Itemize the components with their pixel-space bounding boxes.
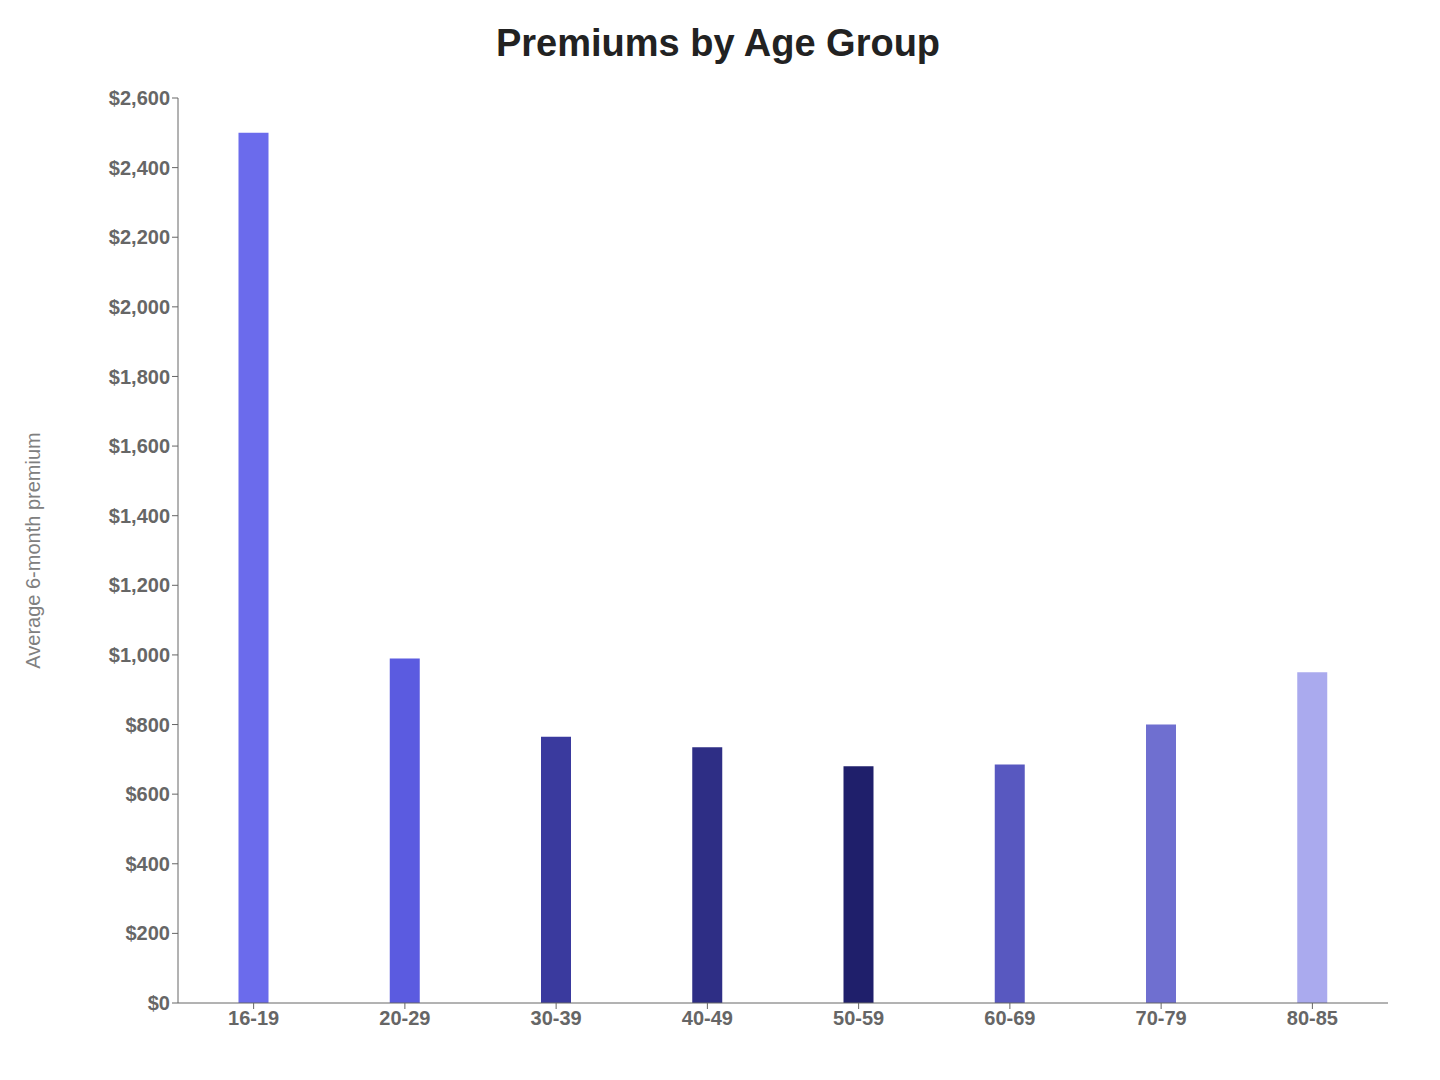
svg-text:$1,600: $1,600	[109, 435, 170, 457]
svg-text:50-59: 50-59	[833, 1007, 884, 1029]
svg-text:$800: $800	[126, 714, 171, 736]
svg-text:$1,000: $1,000	[109, 644, 170, 666]
svg-text:60-69: 60-69	[984, 1007, 1035, 1029]
svg-text:$200: $200	[126, 922, 171, 944]
svg-text:30-39: 30-39	[531, 1007, 582, 1029]
svg-text:$1,400: $1,400	[109, 505, 170, 527]
svg-text:$1,200: $1,200	[109, 574, 170, 596]
svg-text:$2,200: $2,200	[109, 226, 170, 248]
svg-text:$2,000: $2,000	[109, 296, 170, 318]
svg-text:$1,800: $1,800	[109, 366, 170, 388]
svg-text:16-19: 16-19	[228, 1007, 279, 1029]
svg-text:$0: $0	[148, 992, 170, 1014]
svg-text:70-79: 70-79	[1136, 1007, 1187, 1029]
svg-text:$2,600: $2,600	[109, 87, 170, 109]
svg-text:$400: $400	[126, 853, 171, 875]
svg-text:80-85: 80-85	[1287, 1007, 1338, 1029]
svg-text:40-49: 40-49	[682, 1007, 733, 1029]
svg-text:20-29: 20-29	[379, 1007, 430, 1029]
html-text:Premiums by Age Group: Premiums by Age Group	[495, 22, 941, 64]
svg-text:$2,400: $2,400	[109, 157, 170, 179]
svg-text:$600: $600	[126, 783, 171, 805]
svg-text:Average 6-month premium: Average 6-month premium	[22, 432, 44, 668]
